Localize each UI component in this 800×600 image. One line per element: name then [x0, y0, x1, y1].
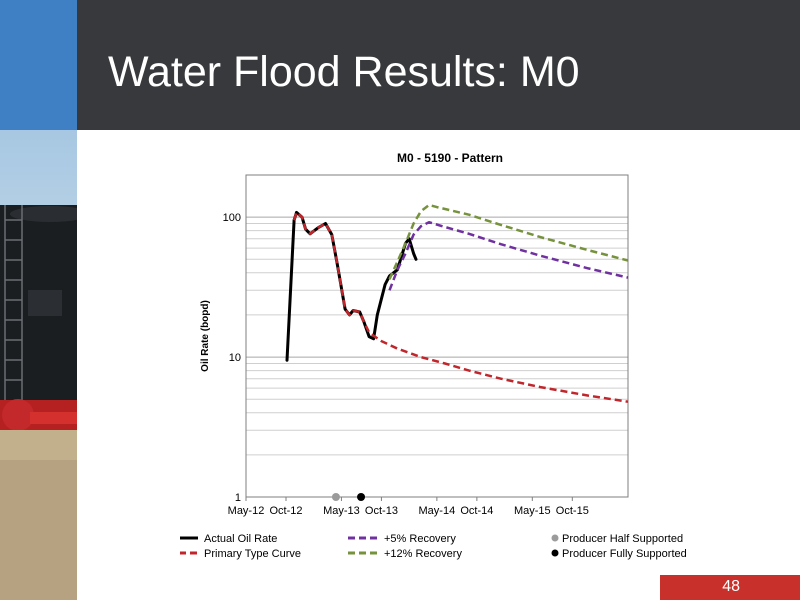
- oil-tank-photo: [0, 130, 77, 600]
- slide-header: [0, 0, 800, 130]
- chart-markers: [331, 493, 366, 501]
- legend-label-actual-oil-rate: Actual Oil Rate: [204, 533, 277, 545]
- chart-gridlines: [246, 216, 628, 456]
- legend-label-producer-half-supported: Producer Half Supported: [562, 533, 683, 545]
- x-tick-label-4: May-14: [419, 505, 456, 517]
- legend-label-5-recovery: +5% Recovery: [384, 533, 456, 545]
- slide-title: Water Flood Results: M0: [108, 48, 580, 96]
- y-axis-label: Oil Rate (bopd): [200, 300, 211, 372]
- series-line-primary-type-curve: [292, 211, 629, 403]
- page-number-badge: 48: [660, 575, 800, 600]
- x-tick-label-5: Oct-14: [460, 505, 493, 517]
- header-accent-block: [0, 0, 77, 130]
- series-line-5-recovery: [388, 220, 629, 291]
- chart-series: [285, 203, 629, 403]
- y-tick-label-0: 1: [235, 492, 241, 504]
- series-line-12-recovery: [388, 203, 629, 280]
- legend-label-primary-type-curve: Primary Type Curve: [204, 548, 301, 560]
- legend-swatch-producer-fully-supported: [551, 549, 559, 557]
- legend-label-12-recovery: +12% Recovery: [384, 548, 462, 560]
- y-tick-label-2: 100: [223, 212, 241, 224]
- page-number: 48: [722, 578, 740, 595]
- y-tick-label-1: 10: [229, 352, 241, 364]
- x-tick-label-6: May-15: [514, 505, 551, 517]
- marker-producer-half-supported: [331, 493, 340, 501]
- y-axis-ticks: 1 10 100: [223, 212, 241, 504]
- chart-title: M0 - 5190 - Pattern: [397, 151, 503, 165]
- x-axis-ticks: May-12 Oct-12 May-13 Oct-13 May-14 Oct-14 May-…: [228, 497, 589, 517]
- x-tick-label-0: May-12: [228, 505, 265, 517]
- chart-legend: Actual Oil Rate Primary Type Curve +5% Rec…: [180, 533, 687, 560]
- x-tick-label-2: May-13: [323, 505, 360, 517]
- series-line-actual-oil-rate: [285, 210, 418, 362]
- legend-label-producer-fully-supported: Producer Fully Supported: [562, 548, 687, 560]
- legend-swatch-producer-half-supported: [551, 534, 559, 542]
- x-tick-label-7: Oct-15: [556, 505, 589, 517]
- marker-producer-fully-supported: [357, 493, 366, 501]
- oil-rate-chart: M0 - 5190 - Pattern May-12 Oct-12 May-13 Oc…: [180, 151, 687, 560]
- x-tick-label-3: Oct-13: [365, 505, 398, 517]
- x-tick-label-1: Oct-12: [269, 505, 302, 517]
